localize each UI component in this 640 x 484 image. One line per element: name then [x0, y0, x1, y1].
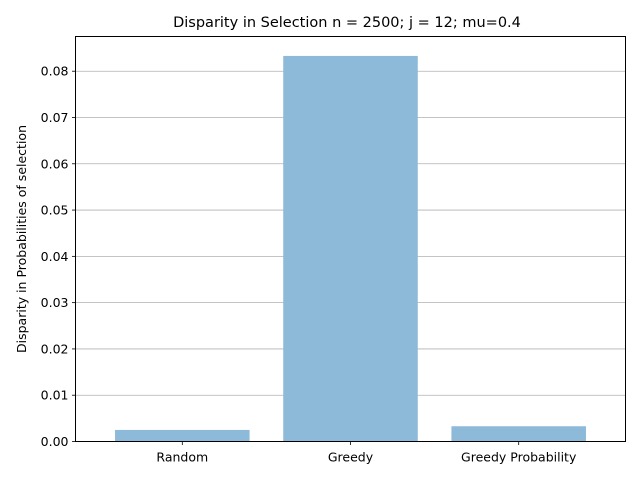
- bar-greedy: [283, 55, 418, 442]
- y-tick-label: 0.00: [41, 434, 69, 449]
- y-axis-label: Disparity in Probabilities of selection: [14, 125, 29, 353]
- bars: [115, 55, 586, 442]
- bar-random: [115, 429, 250, 442]
- y-tick-label: 0.08: [41, 64, 69, 79]
- y-tick-label: 0.02: [41, 341, 69, 356]
- x-tick-label: Greedy Probability: [461, 450, 577, 465]
- y-tick-label: 0.06: [41, 156, 69, 171]
- chart-title: Disparity in Selection n = 2500; j = 12;…: [173, 15, 521, 31]
- y-tick-label: 0.07: [41, 110, 69, 125]
- bar-greedy-probability: [451, 426, 586, 442]
- y-tick-label: 0.01: [41, 388, 69, 403]
- y-tick-label: 0.04: [41, 249, 69, 264]
- y-tick-label: 0.03: [41, 295, 69, 310]
- y-axis-ticks: 0.00 0.01 0.02 0.03 0.04 0.05 0.06 0.07 0.08: [41, 64, 76, 449]
- x-tick-label: Random: [156, 450, 208, 465]
- x-tick-label: Greedy: [328, 450, 374, 465]
- x-axis-ticks: Random Greedy Greedy Probability: [156, 441, 577, 465]
- y-tick-label: 0.05: [41, 203, 69, 218]
